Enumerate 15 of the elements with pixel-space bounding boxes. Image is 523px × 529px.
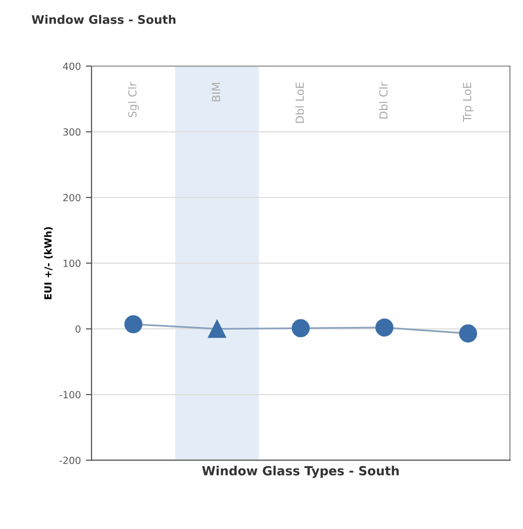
y-tick-label: 200 <box>63 194 80 202</box>
y-tick-label: 0 <box>76 325 80 333</box>
x-tick-label: Trp LoE <box>463 82 474 122</box>
x-tick-label: Sgl Clr <box>128 82 139 118</box>
x-tick-label: Dbl LoE <box>295 82 304 123</box>
x-axis-title: Window Glass Types - South <box>202 466 399 478</box>
y-tick-label: 300 <box>63 128 80 136</box>
y-tick-label: 100 <box>64 260 80 268</box>
y-tick-label: -100 <box>60 391 80 398</box>
y-axis-title: EUI +/- (kWh) <box>44 227 53 300</box>
x-tick-label: Dbl Clr <box>379 82 388 118</box>
x-tick-label: BIM <box>212 82 220 102</box>
y-tick-label: 400 <box>63 62 80 70</box>
y-tick-label: -200 <box>60 456 80 464</box>
chart-title: Window Glass - South <box>32 14 176 24</box>
